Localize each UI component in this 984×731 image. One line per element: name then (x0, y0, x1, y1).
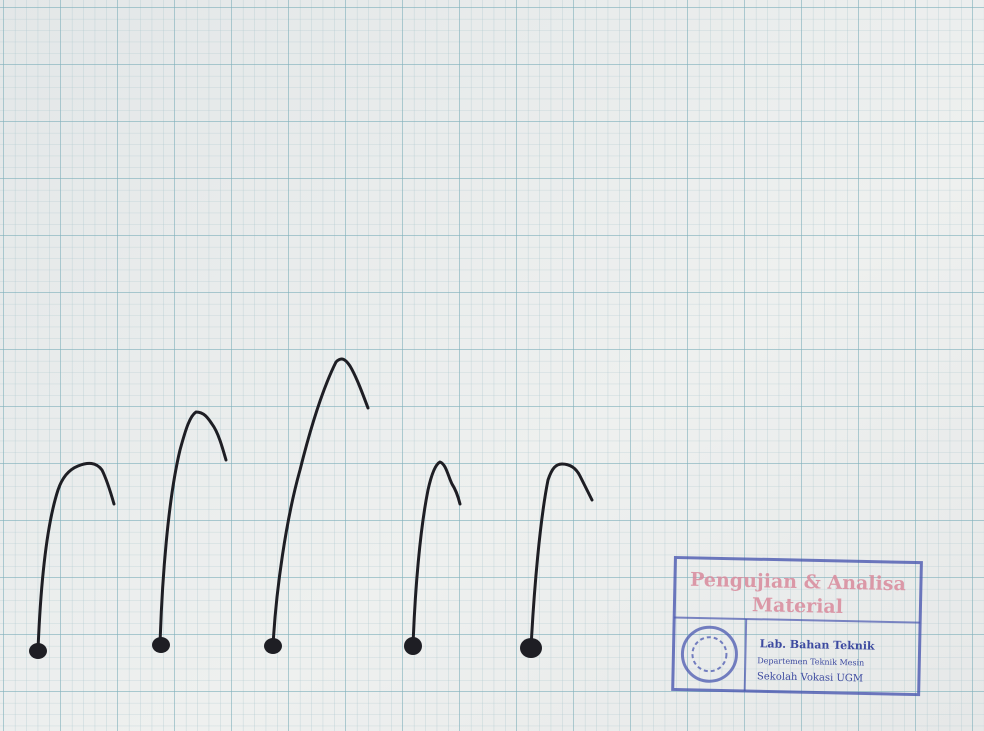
dot (520, 638, 542, 658)
dot (264, 638, 282, 654)
stamp-title: Pengujian & Analisa (690, 569, 906, 596)
dot (404, 637, 422, 655)
dot (29, 643, 47, 659)
photo: Pengujian & Analisa Material Lab. Bahan … (0, 0, 984, 731)
page: Pengujian & Analisa Material Lab. Bahan … (0, 0, 984, 731)
stamp-text: Lab. Bahan Teknik (760, 637, 876, 652)
stamp-title: Material (752, 594, 843, 618)
dot (152, 637, 170, 653)
stamp-text: Sekolah Vokasi UGM (757, 671, 863, 684)
